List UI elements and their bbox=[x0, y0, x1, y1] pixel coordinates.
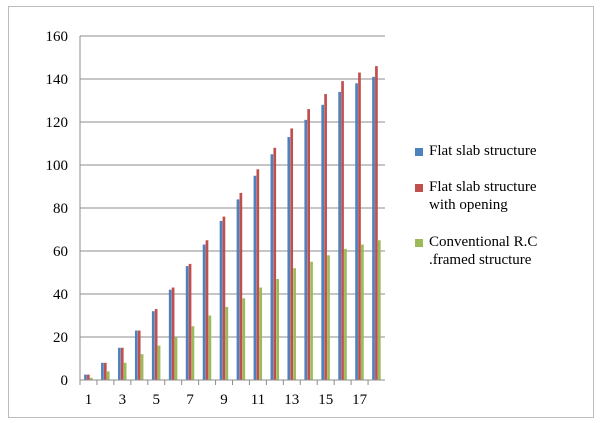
y-tick-label: 80 bbox=[53, 201, 68, 217]
y-tick-label: 140 bbox=[46, 72, 69, 88]
x-tick-label: 13 bbox=[284, 392, 299, 408]
bar bbox=[321, 104, 325, 381]
chart-frame bbox=[8, 6, 594, 418]
legend-label-line: Conventional R.C bbox=[429, 234, 538, 250]
bar bbox=[154, 309, 158, 380]
bar bbox=[185, 266, 189, 380]
bar bbox=[236, 199, 240, 380]
x-tick-label: 1 bbox=[85, 392, 93, 408]
x-tick-label: 9 bbox=[220, 392, 228, 408]
x-tick-label: 17 bbox=[352, 392, 368, 408]
bar bbox=[137, 330, 141, 380]
bar bbox=[202, 244, 206, 380]
bar bbox=[287, 137, 291, 380]
legend-swatch-flat-slab bbox=[415, 148, 423, 156]
bar bbox=[106, 371, 110, 380]
legend-label-line: Flat slab structure bbox=[429, 179, 537, 195]
bar bbox=[151, 311, 155, 380]
legend-item-conventional-rc: Conventional R.C .framed structure bbox=[415, 233, 590, 269]
bar bbox=[293, 268, 296, 380]
bar bbox=[118, 347, 121, 380]
legend-label-line: .framed structure bbox=[429, 252, 532, 268]
legend-item-flat-slab: Flat slab structure bbox=[415, 142, 590, 160]
x-tick-label: 3 bbox=[119, 392, 127, 408]
x-tick-label: 11 bbox=[251, 392, 265, 408]
bar bbox=[290, 128, 294, 380]
bar bbox=[372, 76, 375, 380]
y-tick-label: 100 bbox=[46, 158, 69, 174]
bar bbox=[87, 374, 90, 380]
bar bbox=[338, 91, 341, 381]
bar bbox=[256, 169, 260, 380]
bar bbox=[304, 119, 308, 380]
bar bbox=[219, 220, 223, 380]
bar bbox=[134, 330, 138, 380]
bar bbox=[259, 287, 263, 380]
bar bbox=[84, 374, 87, 380]
bar bbox=[101, 362, 104, 380]
bar bbox=[344, 248, 347, 380]
bar bbox=[273, 147, 277, 380]
legend-label-line: with opening bbox=[429, 197, 508, 213]
bar bbox=[310, 261, 313, 380]
bar bbox=[205, 240, 209, 380]
x-tick-label: 5 bbox=[153, 392, 161, 408]
y-tick-label: 20 bbox=[53, 330, 68, 346]
bar bbox=[324, 94, 327, 381]
bar bbox=[191, 326, 195, 380]
bar bbox=[174, 337, 178, 380]
gridlines bbox=[80, 35, 385, 338]
legend-swatch-conventional-rc bbox=[415, 239, 423, 247]
bar bbox=[270, 154, 274, 380]
legend-label-line: Flat slab structure bbox=[429, 143, 537, 159]
bar bbox=[222, 216, 226, 380]
bar bbox=[168, 289, 172, 380]
y-tick-label: 120 bbox=[46, 115, 69, 131]
bar bbox=[239, 192, 243, 380]
bar bbox=[375, 66, 378, 380]
legend-item-flat-slab-opening: Flat slab structure with opening bbox=[415, 178, 590, 214]
bar bbox=[89, 377, 93, 380]
axes bbox=[79, 36, 385, 385]
x-tick-label: 15 bbox=[318, 392, 333, 408]
bar bbox=[208, 315, 212, 380]
bar bbox=[327, 255, 330, 380]
x-tick-label: 7 bbox=[186, 392, 194, 408]
bar bbox=[171, 287, 175, 380]
y-tick-label: 0 bbox=[61, 373, 69, 389]
bar bbox=[242, 298, 246, 380]
legend-swatch-flat-slab-opening bbox=[415, 184, 423, 192]
bar bbox=[341, 81, 344, 381]
bar bbox=[103, 362, 107, 380]
bar bbox=[120, 347, 124, 380]
y-tick-label: 40 bbox=[53, 287, 68, 303]
y-tick-label: 160 bbox=[46, 29, 69, 45]
bar bbox=[188, 263, 192, 380]
bar bbox=[123, 362, 127, 380]
y-tick-label: 60 bbox=[53, 244, 68, 260]
bar bbox=[361, 244, 364, 380]
legend: Flat slab structure Flat slab structure … bbox=[415, 142, 590, 269]
bar bbox=[225, 306, 229, 380]
bar bbox=[253, 175, 257, 380]
bar bbox=[307, 109, 310, 380]
bar bbox=[140, 354, 144, 380]
bar bbox=[355, 83, 358, 381]
bars bbox=[84, 66, 381, 381]
bar bbox=[276, 278, 280, 380]
bar bbox=[358, 72, 361, 381]
bar bbox=[157, 345, 161, 380]
bar bbox=[377, 240, 381, 380]
